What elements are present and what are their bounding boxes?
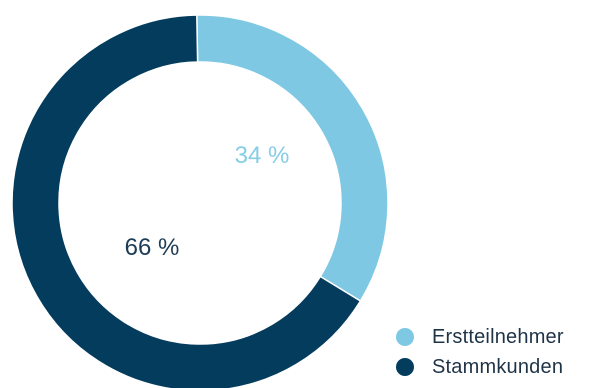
legend-swatch-stammkunden — [396, 358, 414, 376]
legend-swatch-erstteilnehmer — [396, 328, 414, 346]
legend-label-stammkunden: Stammkunden — [432, 355, 564, 378]
slice-labels: 34 % 66 % — [125, 142, 290, 261]
donut-slice-stammkunden — [11, 14, 362, 388]
legend-label-erstteilnehmer: Erstteilnehmer — [432, 325, 564, 348]
legend-item-stammkunden: Stammkunden — [396, 352, 564, 382]
data-label-stammkunden: 66 % — [125, 234, 180, 261]
legend: Erstteilnehmer Stammkunden — [396, 322, 564, 382]
data-label-erstteilnehmer: 34 % — [235, 142, 290, 169]
donut-slice-erstteilnehmer — [196, 14, 389, 303]
donut-slices — [11, 14, 389, 388]
legend-item-erstteilnehmer: Erstteilnehmer — [396, 322, 564, 352]
